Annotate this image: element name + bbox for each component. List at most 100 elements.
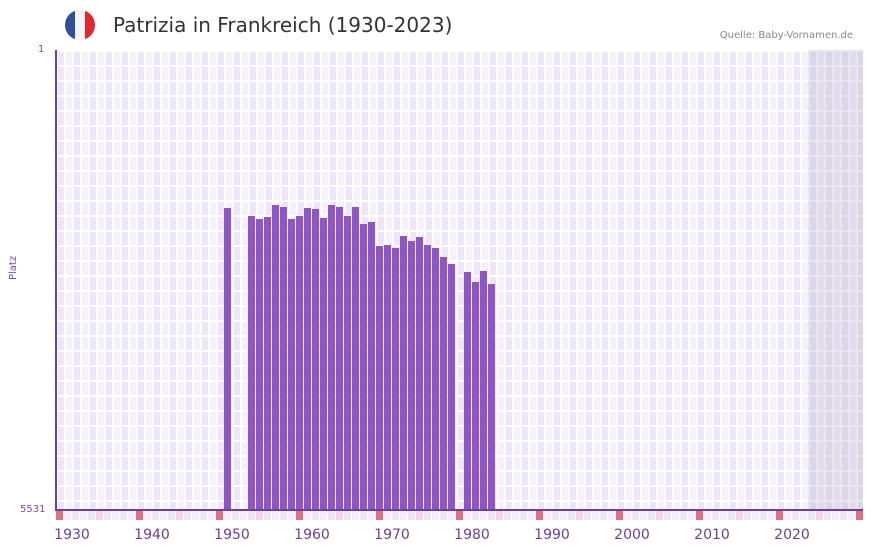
bar-1954[interactable] [256, 219, 263, 510]
bar-1968[interactable] [368, 222, 375, 510]
year-marker-2007 [680, 511, 687, 520]
bar-1981[interactable] [472, 282, 479, 510]
year-marker-1971 [392, 511, 399, 520]
bar-1964[interactable] [336, 207, 343, 510]
year-marker-1964 [336, 511, 343, 520]
year-marker-2005 [664, 511, 671, 520]
year-marker-1995 [584, 511, 591, 520]
x-tick-1960: 1960 [294, 527, 330, 543]
year-marker-1943 [168, 511, 175, 520]
bar-1972[interactable] [400, 236, 407, 510]
bar-1956[interactable] [272, 205, 279, 510]
bar-1955[interactable] [264, 217, 271, 510]
bar-1975[interactable] [424, 245, 431, 510]
year-marker-1978 [448, 511, 455, 520]
year-marker-1962 [320, 511, 327, 520]
y-axis-top-label: 1 [38, 44, 45, 55]
year-marker-2008 [688, 511, 695, 520]
year-marker-1946 [192, 511, 199, 520]
bar-1958[interactable] [288, 219, 295, 510]
year-marker-1960 [304, 511, 311, 520]
bar-1962[interactable] [320, 218, 327, 510]
bar-1953[interactable] [248, 216, 255, 510]
year-marker-1958 [288, 511, 295, 520]
x-tick-1940: 1940 [134, 527, 170, 543]
year-marker-1967 [360, 511, 367, 520]
bar-1973[interactable] [408, 241, 415, 510]
year-marker-1966 [352, 511, 359, 520]
bar-1960[interactable] [304, 208, 311, 510]
y-axis-line [55, 50, 57, 511]
bar-1963[interactable] [328, 205, 335, 510]
x-axis-line [55, 509, 863, 511]
year-marker-1954 [256, 511, 263, 520]
bar-1982[interactable] [480, 271, 487, 510]
year-marker-2017 [760, 511, 767, 520]
bar-1980[interactable] [464, 272, 471, 510]
bar-1967[interactable] [360, 224, 367, 510]
year-marker-1969 [376, 511, 383, 520]
bar-1969[interactable] [376, 246, 383, 510]
year-marker-1996 [592, 511, 599, 520]
bar-1959[interactable] [296, 216, 303, 510]
year-marker-1975 [424, 511, 431, 520]
year-marker-1980 [464, 511, 471, 520]
year-marker-2001 [632, 511, 639, 520]
year-marker-1934 [96, 511, 103, 520]
year-marker-1983 [488, 511, 495, 520]
bar-1974[interactable] [416, 237, 423, 510]
year-marker-1972 [400, 511, 407, 520]
year-marker-2026 [832, 511, 839, 520]
year-marker-1956 [272, 511, 279, 520]
x-tick-1970: 1970 [374, 527, 410, 543]
year-marker-2020 [784, 511, 791, 520]
year-marker-1974 [416, 511, 423, 520]
year-marker-1957 [280, 511, 287, 520]
year-marker-1959 [296, 511, 303, 520]
year-marker-1938 [128, 511, 135, 520]
bar-1971[interactable] [392, 248, 399, 510]
year-marker-1997 [600, 511, 607, 520]
year-marker-1961 [312, 511, 319, 520]
chart-title: Patrizia in Frankreich (1930-2023) [113, 13, 453, 37]
year-marker-1931 [72, 511, 79, 520]
year-marker-2000 [624, 511, 631, 520]
bar-1976[interactable] [432, 248, 439, 510]
bar-1978[interactable] [448, 264, 455, 510]
year-marker-1935 [104, 511, 111, 520]
year-marker-2027 [840, 511, 847, 520]
year-marker-2004 [656, 511, 663, 520]
year-marker-1993 [568, 511, 575, 520]
bar-1965[interactable] [344, 216, 351, 510]
year-marker-1930 [64, 511, 71, 520]
bar-1966[interactable] [352, 207, 359, 510]
grid [56, 50, 863, 510]
year-marker-1991 [552, 511, 559, 520]
year-marker-2002 [640, 511, 647, 520]
year-marker-2016 [752, 511, 759, 520]
year-marker-2013 [728, 511, 735, 520]
year-marker-2006 [672, 511, 679, 520]
year-marker-1970 [384, 511, 391, 520]
year-marker-1945 [184, 511, 191, 520]
year-marker-1950 [224, 511, 231, 520]
bar-1977[interactable] [440, 257, 447, 510]
year-marker-2003 [648, 511, 655, 520]
x-tick-1950: 1950 [214, 527, 250, 543]
year-markers [56, 511, 863, 520]
year-marker-1981 [472, 511, 479, 520]
bar-1961[interactable] [312, 209, 319, 510]
year-marker-2019 [776, 511, 783, 520]
year-marker-2029 [856, 511, 863, 520]
bar-1950[interactable] [224, 208, 231, 510]
year-marker-1973 [408, 511, 415, 520]
bar-1970[interactable] [384, 245, 391, 510]
y-axis-title: Platz [8, 255, 19, 280]
year-marker-1942 [160, 511, 167, 520]
year-marker-2023 [808, 511, 815, 520]
bar-1983[interactable] [488, 284, 495, 510]
bar-1957[interactable] [280, 207, 287, 510]
year-marker-1982 [480, 511, 487, 520]
year-marker-2009 [696, 511, 703, 520]
y-axis-bottom-label: 5531 [20, 504, 46, 515]
